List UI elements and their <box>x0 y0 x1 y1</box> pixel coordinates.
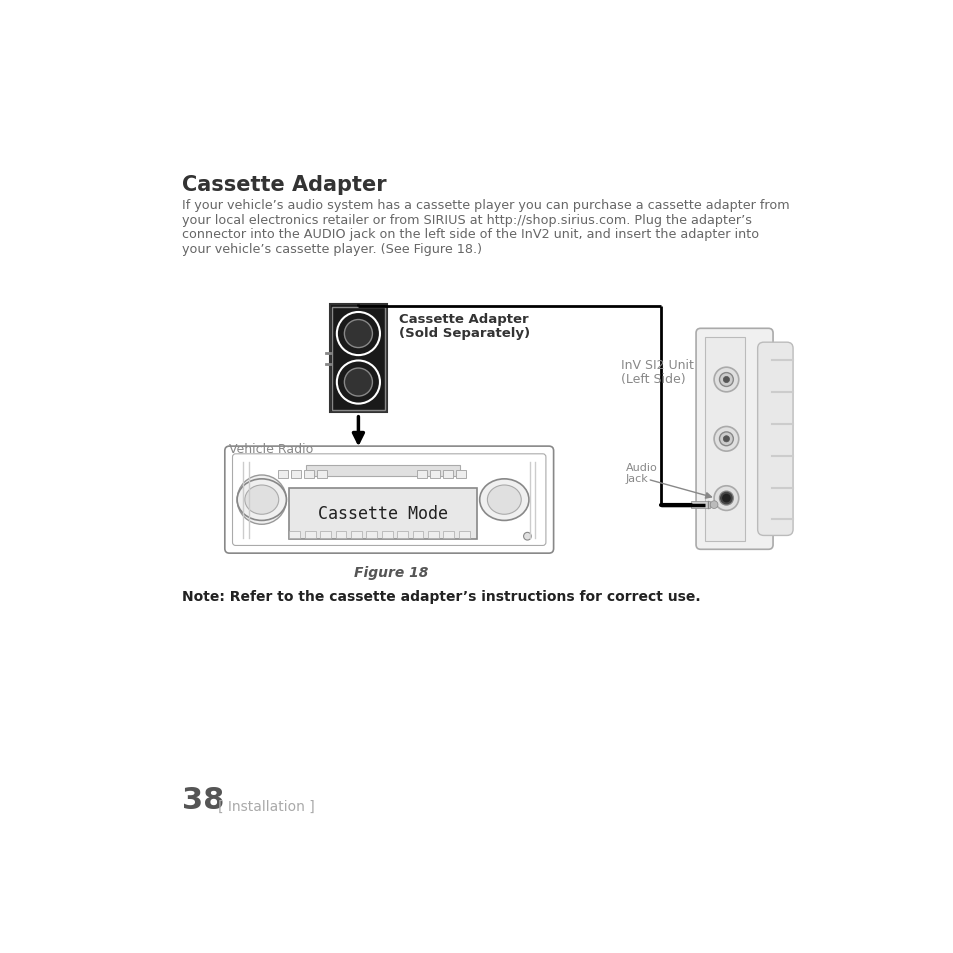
Circle shape <box>710 501 718 509</box>
Circle shape <box>722 436 729 442</box>
Text: 38: 38 <box>181 785 224 814</box>
Text: [ Installation ]: [ Installation ] <box>217 799 314 813</box>
Text: InV SI2 Unit: InV SI2 Unit <box>620 359 693 372</box>
Bar <box>442 471 453 478</box>
Text: your vehicle’s cassette player. (See Figure 18.): your vehicle’s cassette player. (See Fig… <box>181 243 481 255</box>
Text: Vehicle Radio: Vehicle Radio <box>229 443 314 456</box>
FancyBboxPatch shape <box>757 343 792 536</box>
Text: your local electronics retailer or from SIRIUS at http://shop.sirius.com. Plug t: your local electronics retailer or from … <box>181 213 751 227</box>
Text: Note: Refer to the cassette adapter’s instructions for correct use.: Note: Refer to the cassette adapter’s in… <box>181 590 700 603</box>
Circle shape <box>719 492 733 505</box>
Ellipse shape <box>479 479 528 521</box>
Bar <box>456 471 465 478</box>
Bar <box>413 531 423 538</box>
Circle shape <box>245 483 278 517</box>
Bar <box>366 531 376 538</box>
Circle shape <box>722 496 729 501</box>
Bar <box>443 531 454 538</box>
Circle shape <box>336 361 379 404</box>
Circle shape <box>714 368 738 393</box>
Circle shape <box>336 313 379 355</box>
Circle shape <box>344 320 372 348</box>
Circle shape <box>720 494 731 504</box>
Bar <box>306 466 459 476</box>
Text: Cassette Adapter: Cassette Adapter <box>181 174 386 194</box>
Text: Cassette Mode: Cassette Mode <box>317 505 448 523</box>
Bar <box>304 471 314 478</box>
Circle shape <box>722 377 729 383</box>
Bar <box>289 488 476 539</box>
Bar <box>396 531 408 538</box>
Circle shape <box>523 533 531 540</box>
Bar <box>351 531 361 538</box>
Bar <box>690 501 710 509</box>
Text: Cassette Adapter: Cassette Adapter <box>398 313 528 326</box>
Circle shape <box>719 433 733 446</box>
Bar <box>317 471 327 478</box>
Circle shape <box>237 476 286 525</box>
Ellipse shape <box>237 479 286 521</box>
Bar <box>277 471 288 478</box>
Circle shape <box>344 369 372 396</box>
Text: Jack: Jack <box>625 474 648 483</box>
Ellipse shape <box>245 485 278 515</box>
Text: Figure 18: Figure 18 <box>354 565 428 579</box>
Bar <box>458 531 469 538</box>
Text: If your vehicle’s audio system has a cassette player you can purchase a cassette: If your vehicle’s audio system has a cas… <box>181 199 788 212</box>
FancyBboxPatch shape <box>696 329 772 550</box>
Circle shape <box>719 374 733 387</box>
Text: connector into the AUDIO jack on the left side of the InV2 unit, and insert the : connector into the AUDIO jack on the lef… <box>181 228 758 241</box>
Bar <box>703 337 744 541</box>
FancyBboxPatch shape <box>225 447 553 554</box>
Bar <box>416 471 426 478</box>
Bar <box>289 531 300 538</box>
Circle shape <box>714 486 738 511</box>
Bar <box>291 471 301 478</box>
Bar <box>329 305 387 413</box>
Text: (Left Side): (Left Side) <box>620 373 684 386</box>
Circle shape <box>714 427 738 452</box>
Bar <box>428 531 438 538</box>
Bar <box>332 308 385 411</box>
Text: (Sold Separately): (Sold Separately) <box>398 327 530 339</box>
Bar <box>320 531 331 538</box>
Bar <box>305 531 315 538</box>
Ellipse shape <box>487 485 520 515</box>
Bar <box>429 471 439 478</box>
Bar <box>335 531 346 538</box>
Text: Audio: Audio <box>625 463 657 473</box>
Bar <box>381 531 393 538</box>
